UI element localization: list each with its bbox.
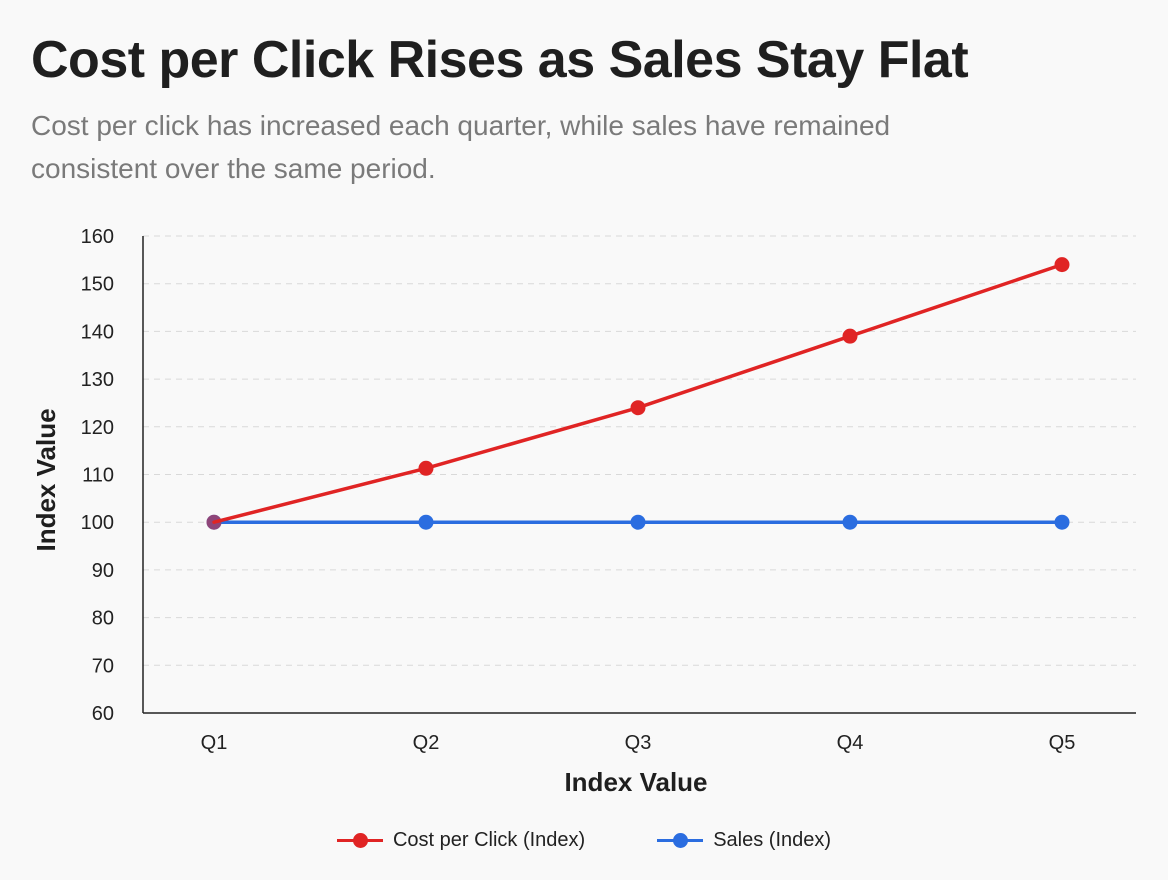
data-point[interactable] bbox=[842, 328, 858, 344]
y-tick-label: 150 bbox=[81, 274, 114, 296]
series-1 bbox=[206, 514, 1070, 530]
legend-item-sales[interactable]: Sales (Index) bbox=[657, 826, 831, 854]
x-tick-label: Q4 bbox=[837, 732, 864, 754]
y-tick-label: 140 bbox=[81, 321, 114, 343]
y-tick-label: 70 bbox=[92, 655, 114, 677]
x-axis-title: Index Value bbox=[564, 767, 707, 797]
legend-item-cost-per-click[interactable]: Cost per Click (Index) bbox=[336, 826, 586, 854]
data-point[interactable] bbox=[842, 514, 858, 530]
y-tick-label: 120 bbox=[81, 417, 114, 439]
data-point[interactable] bbox=[1054, 257, 1070, 273]
series bbox=[206, 257, 1070, 530]
y-tick-label: 130 bbox=[81, 369, 114, 391]
series-0 bbox=[206, 257, 1070, 530]
chart-subtitle: Cost per click has increased each quarte… bbox=[31, 110, 891, 184]
legend-swatch-cost-per-click bbox=[336, 826, 383, 854]
legend-label-sales: Sales (Index) bbox=[713, 828, 832, 851]
data-point[interactable] bbox=[418, 514, 434, 530]
x-tick-label: Q2 bbox=[413, 732, 440, 754]
y-tick-label: 80 bbox=[92, 608, 114, 630]
x-tick-label: Q3 bbox=[625, 732, 652, 754]
grid-lines bbox=[143, 235, 1136, 666]
x-tick-label: Q1 bbox=[201, 732, 228, 754]
legend: Cost per Click (Index) Sales (Index) bbox=[0, 826, 1168, 854]
y-tick-label: 60 bbox=[92, 703, 114, 725]
legend-label-cost-per-click: Cost per Click (Index) bbox=[392, 828, 586, 851]
axes bbox=[142, 236, 1136, 714]
x-tick-labels: Q1 Q2 Q3 Q4 Q5 bbox=[201, 732, 1076, 754]
data-point[interactable] bbox=[206, 514, 222, 530]
data-point[interactable] bbox=[418, 460, 434, 476]
data-point[interactable] bbox=[630, 514, 646, 530]
x-tick-label: Q5 bbox=[1049, 732, 1076, 754]
y-axis-title: Index Value bbox=[31, 408, 61, 551]
y-tick-label: 110 bbox=[82, 465, 114, 487]
y-tick-label: 160 bbox=[81, 226, 114, 248]
legend-swatch-sales bbox=[657, 826, 704, 854]
y-tick-label: 100 bbox=[81, 512, 114, 534]
series-line bbox=[212, 262, 1064, 524]
data-point[interactable] bbox=[1054, 514, 1070, 530]
data-point[interactable] bbox=[630, 400, 646, 416]
y-tick-label: 90 bbox=[92, 560, 114, 582]
y-tick-labels: 60 70 80 90 100 110 120 130 140 150 160 bbox=[81, 226, 114, 725]
chart-title: Cost per Click Rises as Sales Stay Flat bbox=[31, 31, 969, 89]
